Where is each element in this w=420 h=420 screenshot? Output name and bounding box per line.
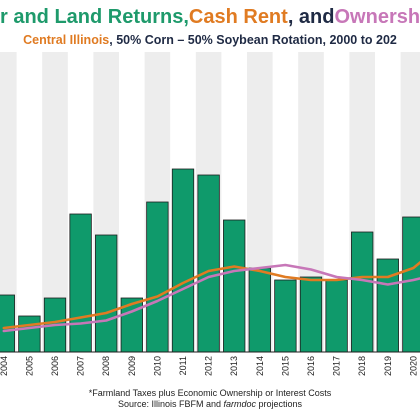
title-part-4: Ownership	[334, 6, 420, 28]
footnote-line-2: Source: Illinois FBFM and farmdoc projec…	[0, 399, 420, 410]
series-line-ownership	[2, 263, 420, 333]
x-tick-label: 2020	[408, 356, 418, 376]
x-tick-label: 2008	[101, 356, 111, 376]
x-tick-label: 2013	[229, 356, 239, 376]
bar-2007	[69, 213, 92, 353]
bar-2005	[18, 315, 41, 353]
bar-2004	[0, 294, 15, 353]
footnote-source: Source: Illinois FBFM and	[117, 399, 224, 409]
x-tick-label: 2012	[204, 356, 214, 376]
subtitle-region: Central Illinois	[23, 33, 110, 47]
x-tick-label: 2017	[332, 356, 342, 376]
bar-2013	[223, 219, 246, 353]
bar-2015	[274, 279, 297, 353]
bar-2016	[299, 276, 323, 353]
x-tick-label: 2016	[306, 356, 316, 376]
bar-2018	[351, 231, 374, 353]
chart-subtitle: Central Illinois, 50% Corn – 50% Soybean…	[0, 31, 420, 49]
bar-2014	[248, 267, 271, 353]
x-tick-label: 2011	[178, 356, 188, 375]
bar-2017	[325, 279, 348, 353]
footnote-line-1: *Farmland Taxes plus Economic Ownership …	[88, 388, 332, 398]
bar-2020	[402, 216, 420, 353]
x-tick-label: 2004	[0, 356, 9, 376]
x-tick-label: 2014	[255, 356, 265, 376]
footnote: *Farmland Taxes plus Economic Ownership …	[0, 388, 420, 410]
footnote-source-tail: projections	[256, 399, 303, 409]
x-tick-label: 2009	[127, 356, 137, 376]
title-part-3: , and	[287, 6, 335, 28]
x-tick-label: 2006	[50, 356, 60, 376]
bar-2008	[95, 234, 118, 353]
x-tick-label: 2010	[152, 356, 162, 376]
bar-2010	[146, 201, 169, 353]
x-tick-label: 2019	[383, 356, 393, 376]
series-line-cash-rent	[2, 260, 420, 330]
x-tick-label: 2007	[76, 356, 86, 376]
footnote-source-emphasis: farmdoc	[223, 399, 257, 409]
subtitle-detail: , 50% Corn – 50% Soybean Rotation, 2000 …	[109, 33, 397, 47]
x-tick-label: 2005	[24, 356, 34, 376]
x-tick-label: 2018	[357, 356, 367, 376]
grid-band	[0, 52, 17, 352]
chart-title: r and Land Returns, Cash Rent, and Owner…	[0, 2, 420, 32]
bar-2011	[171, 168, 195, 353]
bar-2019	[376, 258, 399, 353]
x-tick-label: 2015	[280, 356, 290, 376]
title-part-2: Cash Rent	[188, 6, 288, 28]
title-part-1: r and Land Returns,	[0, 6, 189, 28]
bar-2012	[197, 174, 220, 353]
